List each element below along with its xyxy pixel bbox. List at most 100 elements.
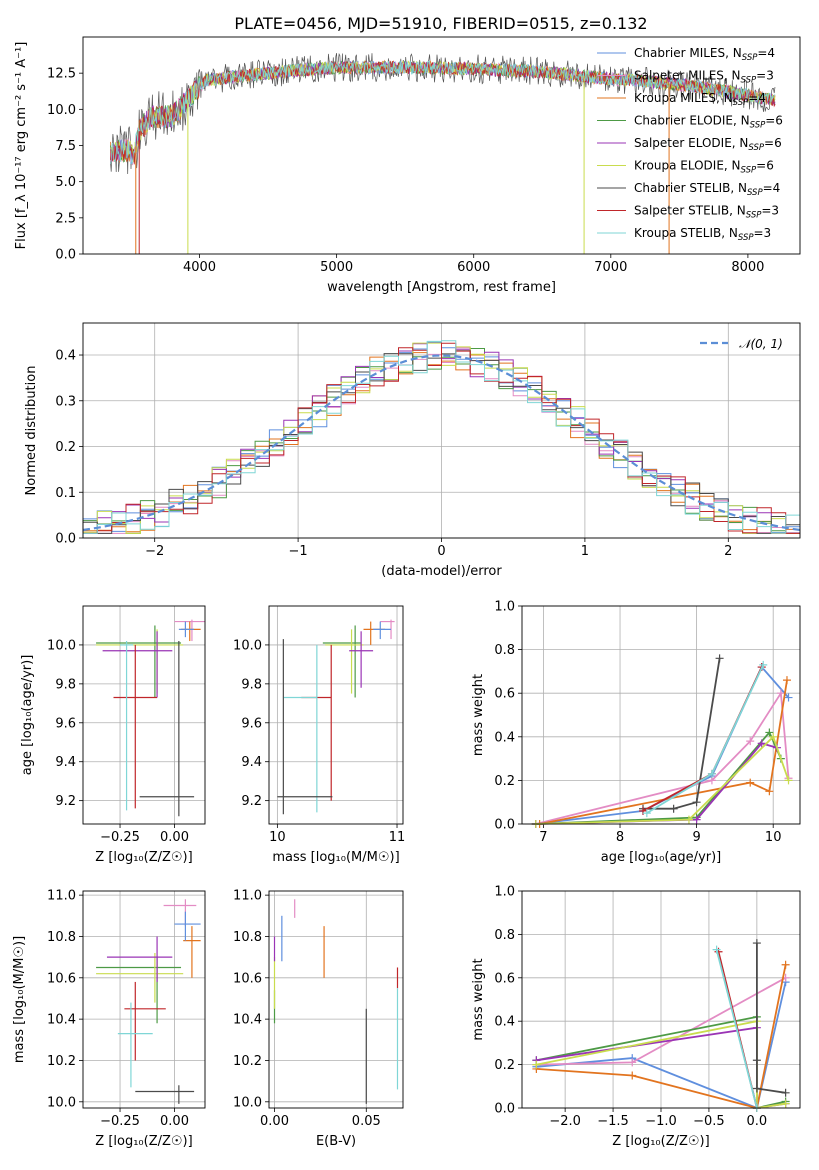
axes-frame xyxy=(521,605,801,825)
x-tick-label: 8000 xyxy=(731,260,764,275)
axes-weight_vs_metallicity: −2.0 −1.5 −1.0 −0.5 0.0 0.0 0.2 0.4 0.6 0.8 1.0 Z [… xyxy=(471,885,801,1149)
y-tick-label: 0.3 xyxy=(55,394,76,409)
y-tick-label: 0.4 xyxy=(494,730,515,745)
y-tick-label: 0.2 xyxy=(494,774,515,789)
axes-frame xyxy=(82,890,206,1109)
y-tick-label: 7.5 xyxy=(55,139,76,154)
y-axis-label: Flux [f_λ 10⁻¹⁷ erg cm⁻² s⁻¹ A⁻¹] xyxy=(14,42,29,250)
weight-point-marker xyxy=(784,776,793,785)
legend: Chabrier MILES, NSSP=4 Salpeter MILES, NS… xyxy=(597,46,783,243)
weight-point-marker xyxy=(752,939,761,948)
x-tick-label: 10 xyxy=(765,830,782,845)
plot-area-spectrum xyxy=(110,52,776,254)
x-tick-label: −2 xyxy=(145,544,164,559)
weight-line xyxy=(539,679,788,825)
spectrum-line xyxy=(110,60,776,165)
weight-point-marker xyxy=(642,809,651,818)
y-tick-label: 9.6 xyxy=(55,716,76,731)
weight-point-marker xyxy=(752,1084,761,1093)
plot-area-age_vs_metallicity xyxy=(96,619,205,817)
y-tick-label: 12.5 xyxy=(47,67,76,82)
y-axis-label: mass [log₁₀(M/M☉)] xyxy=(12,936,27,1063)
weight-point-marker xyxy=(684,815,693,824)
weight-line xyxy=(535,735,790,825)
y-tick-label: 10.0 xyxy=(47,1095,76,1110)
axes-frame xyxy=(82,605,206,825)
y-tick-label: 10.8 xyxy=(233,930,262,945)
x-axis-label: Z [log₁₀(Z/Z☉)] xyxy=(612,1134,709,1149)
x-axis-label: age [log₁₀(age/yr)] xyxy=(601,850,722,865)
y-tick-label: 0.8 xyxy=(494,928,515,943)
y-tick-label: 0.2 xyxy=(55,440,76,455)
y-tick-label: 5.0 xyxy=(55,175,76,190)
y-tick-label: 2.5 xyxy=(55,211,76,226)
y-tick-label: 10.0 xyxy=(233,638,262,653)
legend-label: Kroupa STELIB, NSSP=3 xyxy=(634,226,771,243)
y-tick-label: 1.0 xyxy=(494,600,515,615)
y-tick-label: 9.8 xyxy=(55,677,76,692)
x-tick-label: −0.5 xyxy=(693,1114,725,1129)
weight-line xyxy=(536,981,787,1110)
y-tick-label: 0.1 xyxy=(55,486,76,501)
weight-point-marker xyxy=(765,787,774,796)
legend-label: Chabrier ELODIE, NSSP=6 xyxy=(634,114,783,131)
y-axis-label: age [log₁₀(age/yr)] xyxy=(20,655,35,776)
axes-frame xyxy=(521,890,801,1109)
y-tick-label: 9.2 xyxy=(241,794,262,809)
x-tick-label: −1.5 xyxy=(597,1114,629,1129)
weight-line xyxy=(535,730,782,825)
legend-label: Chabrier MILES, NSSP=4 xyxy=(634,46,775,63)
y-axis-label: mass weight xyxy=(471,958,486,1040)
y-tick-label: 0.2 xyxy=(494,1058,515,1073)
y-tick-label: 11.0 xyxy=(47,889,76,904)
weight-point-marker xyxy=(746,778,755,787)
x-tick-label: 11 xyxy=(389,830,406,845)
x-tick-label: 5000 xyxy=(320,260,353,275)
weight-line xyxy=(536,964,787,1110)
y-tick-label: 10.0 xyxy=(47,103,76,118)
x-tick-label: −0.25 xyxy=(100,830,140,845)
axes-frame xyxy=(82,322,801,539)
weight-line xyxy=(715,949,758,1109)
x-tick-label: −0.25 xyxy=(100,1114,140,1129)
axes-weight_vs_age: 7 8 9 10 0.0 0.2 0.4 0.6 0.8 1.0 age [log₁₀(age/yr… xyxy=(471,600,801,865)
x-tick-label: −2.0 xyxy=(549,1114,581,1129)
x-tick-label: 0.00 xyxy=(160,1114,189,1129)
x-tick-label: 0.00 xyxy=(160,830,189,845)
x-axis-label: Z [log₁₀(Z/Z☉)] xyxy=(95,1134,192,1149)
y-tick-label: 0.4 xyxy=(494,1015,515,1030)
weight-point-marker xyxy=(692,798,701,807)
axes-frame xyxy=(82,36,801,255)
y-tick-label: 0.8 xyxy=(494,643,515,658)
x-tick-label: 0.00 xyxy=(260,1114,289,1129)
y-tick-label: 0.0 xyxy=(494,818,515,833)
legend-label: Salpeter STELIB, NSSP=3 xyxy=(634,204,779,221)
y-tick-label: 9.2 xyxy=(55,794,76,809)
weight-point-marker xyxy=(757,739,766,748)
weight-point-marker xyxy=(781,1099,790,1108)
x-axis-label: E(B-V) xyxy=(316,1134,356,1149)
y-tick-label: 10.6 xyxy=(233,971,262,986)
histogram-series xyxy=(82,342,800,538)
y-tick-label: 1.0 xyxy=(494,885,515,900)
x-tick-label: 6000 xyxy=(457,260,490,275)
x-tick-label: 7 xyxy=(539,830,547,845)
plot-area-residuals xyxy=(82,340,801,538)
weight-line xyxy=(643,658,721,810)
x-tick-label: 9 xyxy=(692,830,700,845)
legend-label: Salpeter MILES, NSSP=3 xyxy=(634,69,774,86)
axes-mass_vs_ebv: 0.00 0.05 10.0 10.2 10.4 10.6 10.8 11.0 E(B-V) xyxy=(233,889,404,1149)
y-tick-label: 9.8 xyxy=(241,677,262,692)
y-tick-label: 10.6 xyxy=(47,971,76,986)
y-tick-label: 10.4 xyxy=(47,1013,76,1028)
axes-spectrum: 4000 5000 6000 7000 8000 0.0 2.5 5.0 7.5 10.0 12.5… xyxy=(14,36,801,295)
weight-point-marker xyxy=(784,693,793,702)
weight-point-marker xyxy=(707,769,716,778)
axes-age_vs_mass: 10 11 9.2 9.4 9.6 9.8 10.0 mass [log₁₀(M/M☉)] xyxy=(233,605,406,865)
x-tick-label: 2 xyxy=(724,544,732,559)
y-tick-label: 0.4 xyxy=(55,349,76,364)
axes-frame xyxy=(268,605,404,825)
y-tick-label: 9.4 xyxy=(55,755,76,770)
legend: 𝒩(0, 1) xyxy=(700,337,783,351)
